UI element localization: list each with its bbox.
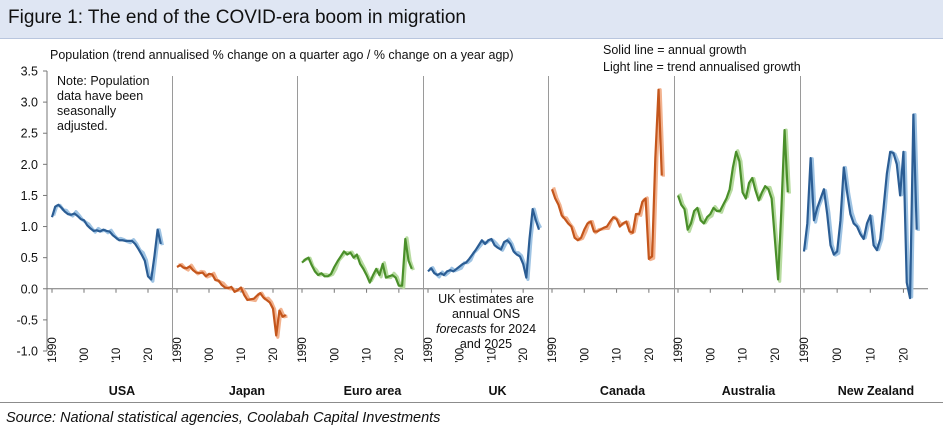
y-tick-label: -1.0	[16, 345, 38, 359]
annual-line-japan	[176, 264, 287, 337]
x-tick-label: '20	[394, 348, 406, 363]
x-tick-label: '10	[362, 348, 374, 363]
x-tick-label: '00	[579, 348, 591, 363]
x-tick-label: 1990	[172, 337, 184, 363]
note-line: seasonally	[57, 104, 117, 118]
x-tick-label: '00	[832, 348, 844, 363]
x-tick-label: 1990	[799, 337, 811, 363]
y-axis-title: Population (trend annualised % change on…	[50, 48, 514, 62]
annual-line-usa	[50, 203, 162, 281]
note-line: adjusted.	[57, 119, 108, 133]
y-tick-label: 0.5	[21, 251, 38, 265]
x-tick-label: '00	[455, 348, 467, 363]
x-tick-label: '20	[644, 348, 656, 363]
y-tick-label: 0.0	[21, 282, 38, 296]
x-tick-label: '00	[204, 348, 216, 363]
annual-line-euro-area	[301, 237, 413, 287]
x-tick-label: '10	[612, 348, 624, 363]
x-tick-label: 1990	[47, 337, 59, 363]
y-tick-label: 3.5	[21, 65, 38, 79]
x-tick-label: 1990	[673, 337, 685, 363]
trend-line-new-zealand	[804, 112, 920, 299]
panel-label: Canada	[600, 384, 646, 398]
annual-line-new-zealand	[802, 113, 918, 300]
note-line: Note: Population	[57, 74, 149, 88]
x-tick-label: '20	[268, 348, 280, 363]
label-layer: 3.5 3.0 2.5 2.0 1.5 1.0 0.5 0.0 -0.5 -1.0 1990 '00 '…	[16, 43, 914, 398]
panel-label: Japan	[229, 384, 265, 398]
annual-line-uk	[427, 208, 541, 279]
y-tick-label: 1.0	[21, 220, 38, 234]
figure-title-bar: Figure 1: The end of the COVID-era boom …	[0, 0, 943, 39]
legend-entry: Solid line = annual growth	[603, 43, 747, 57]
x-tick-label: '20	[518, 348, 530, 363]
x-tick-label: '20	[770, 348, 782, 363]
series-layer	[50, 88, 920, 339]
chart-frame	[43, 70, 928, 352]
x-tick-label: '10	[111, 348, 123, 363]
chart-svg: 3.5 3.0 2.5 2.0 1.5 1.0 0.5 0.0 -0.5 -1.0 1990 '00 '…	[16, 43, 928, 398]
note-line: data have been	[57, 89, 143, 103]
y-tick-label: 2.5	[21, 127, 38, 141]
x-tick-label: 1990	[423, 337, 435, 363]
x-tick-label: '10	[486, 348, 498, 363]
y-tick-label: -0.5	[16, 313, 38, 327]
x-tick-label: '10	[236, 348, 248, 363]
panel-label: UK	[488, 384, 506, 398]
x-tick-label: '00	[705, 348, 717, 363]
panel-label: USA	[109, 384, 135, 398]
x-tick-label: '00	[79, 348, 91, 363]
source-note: Source: National statistical agencies, C…	[6, 410, 441, 426]
x-tick-label: 1990	[547, 337, 559, 363]
figure-title: Figure 1: The end of the COVID-era boom …	[8, 7, 466, 28]
trend-line-japan	[178, 262, 288, 339]
annual-line-australia	[676, 129, 789, 281]
panel-label: Euro area	[344, 384, 403, 398]
y-tick-label: 1.5	[21, 189, 38, 203]
x-tick-label: '10	[865, 348, 877, 363]
uk-note-line: annual ONS	[452, 307, 520, 321]
footer-divider	[0, 402, 943, 403]
y-tick-label: 3.0	[21, 96, 38, 110]
uk-note-line: forecasts for 2024	[436, 322, 536, 336]
legend-entry: Light line = trend annualised growth	[603, 60, 801, 74]
x-tick-label: '20	[143, 348, 155, 363]
panel-label: Australia	[722, 384, 777, 398]
uk-note-line: and 2025	[460, 337, 512, 351]
x-tick-label: 1990	[297, 337, 309, 363]
x-tick-label: '20	[898, 348, 910, 363]
annual-line-canada	[550, 88, 663, 261]
x-tick-label: '00	[329, 348, 341, 363]
x-tick-label: '10	[738, 348, 750, 363]
y-tick-label: 2.0	[21, 158, 38, 172]
uk-note-line: UK estimates are	[438, 292, 534, 306]
panel-label: New Zealand	[838, 384, 914, 398]
